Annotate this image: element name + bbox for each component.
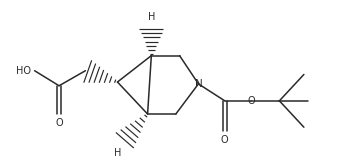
Text: O: O bbox=[221, 135, 229, 145]
Text: O: O bbox=[247, 96, 255, 106]
Text: H: H bbox=[114, 148, 121, 158]
Text: O: O bbox=[55, 118, 63, 128]
Text: HO: HO bbox=[16, 66, 31, 76]
Text: H: H bbox=[148, 12, 155, 22]
Text: N: N bbox=[194, 79, 202, 89]
